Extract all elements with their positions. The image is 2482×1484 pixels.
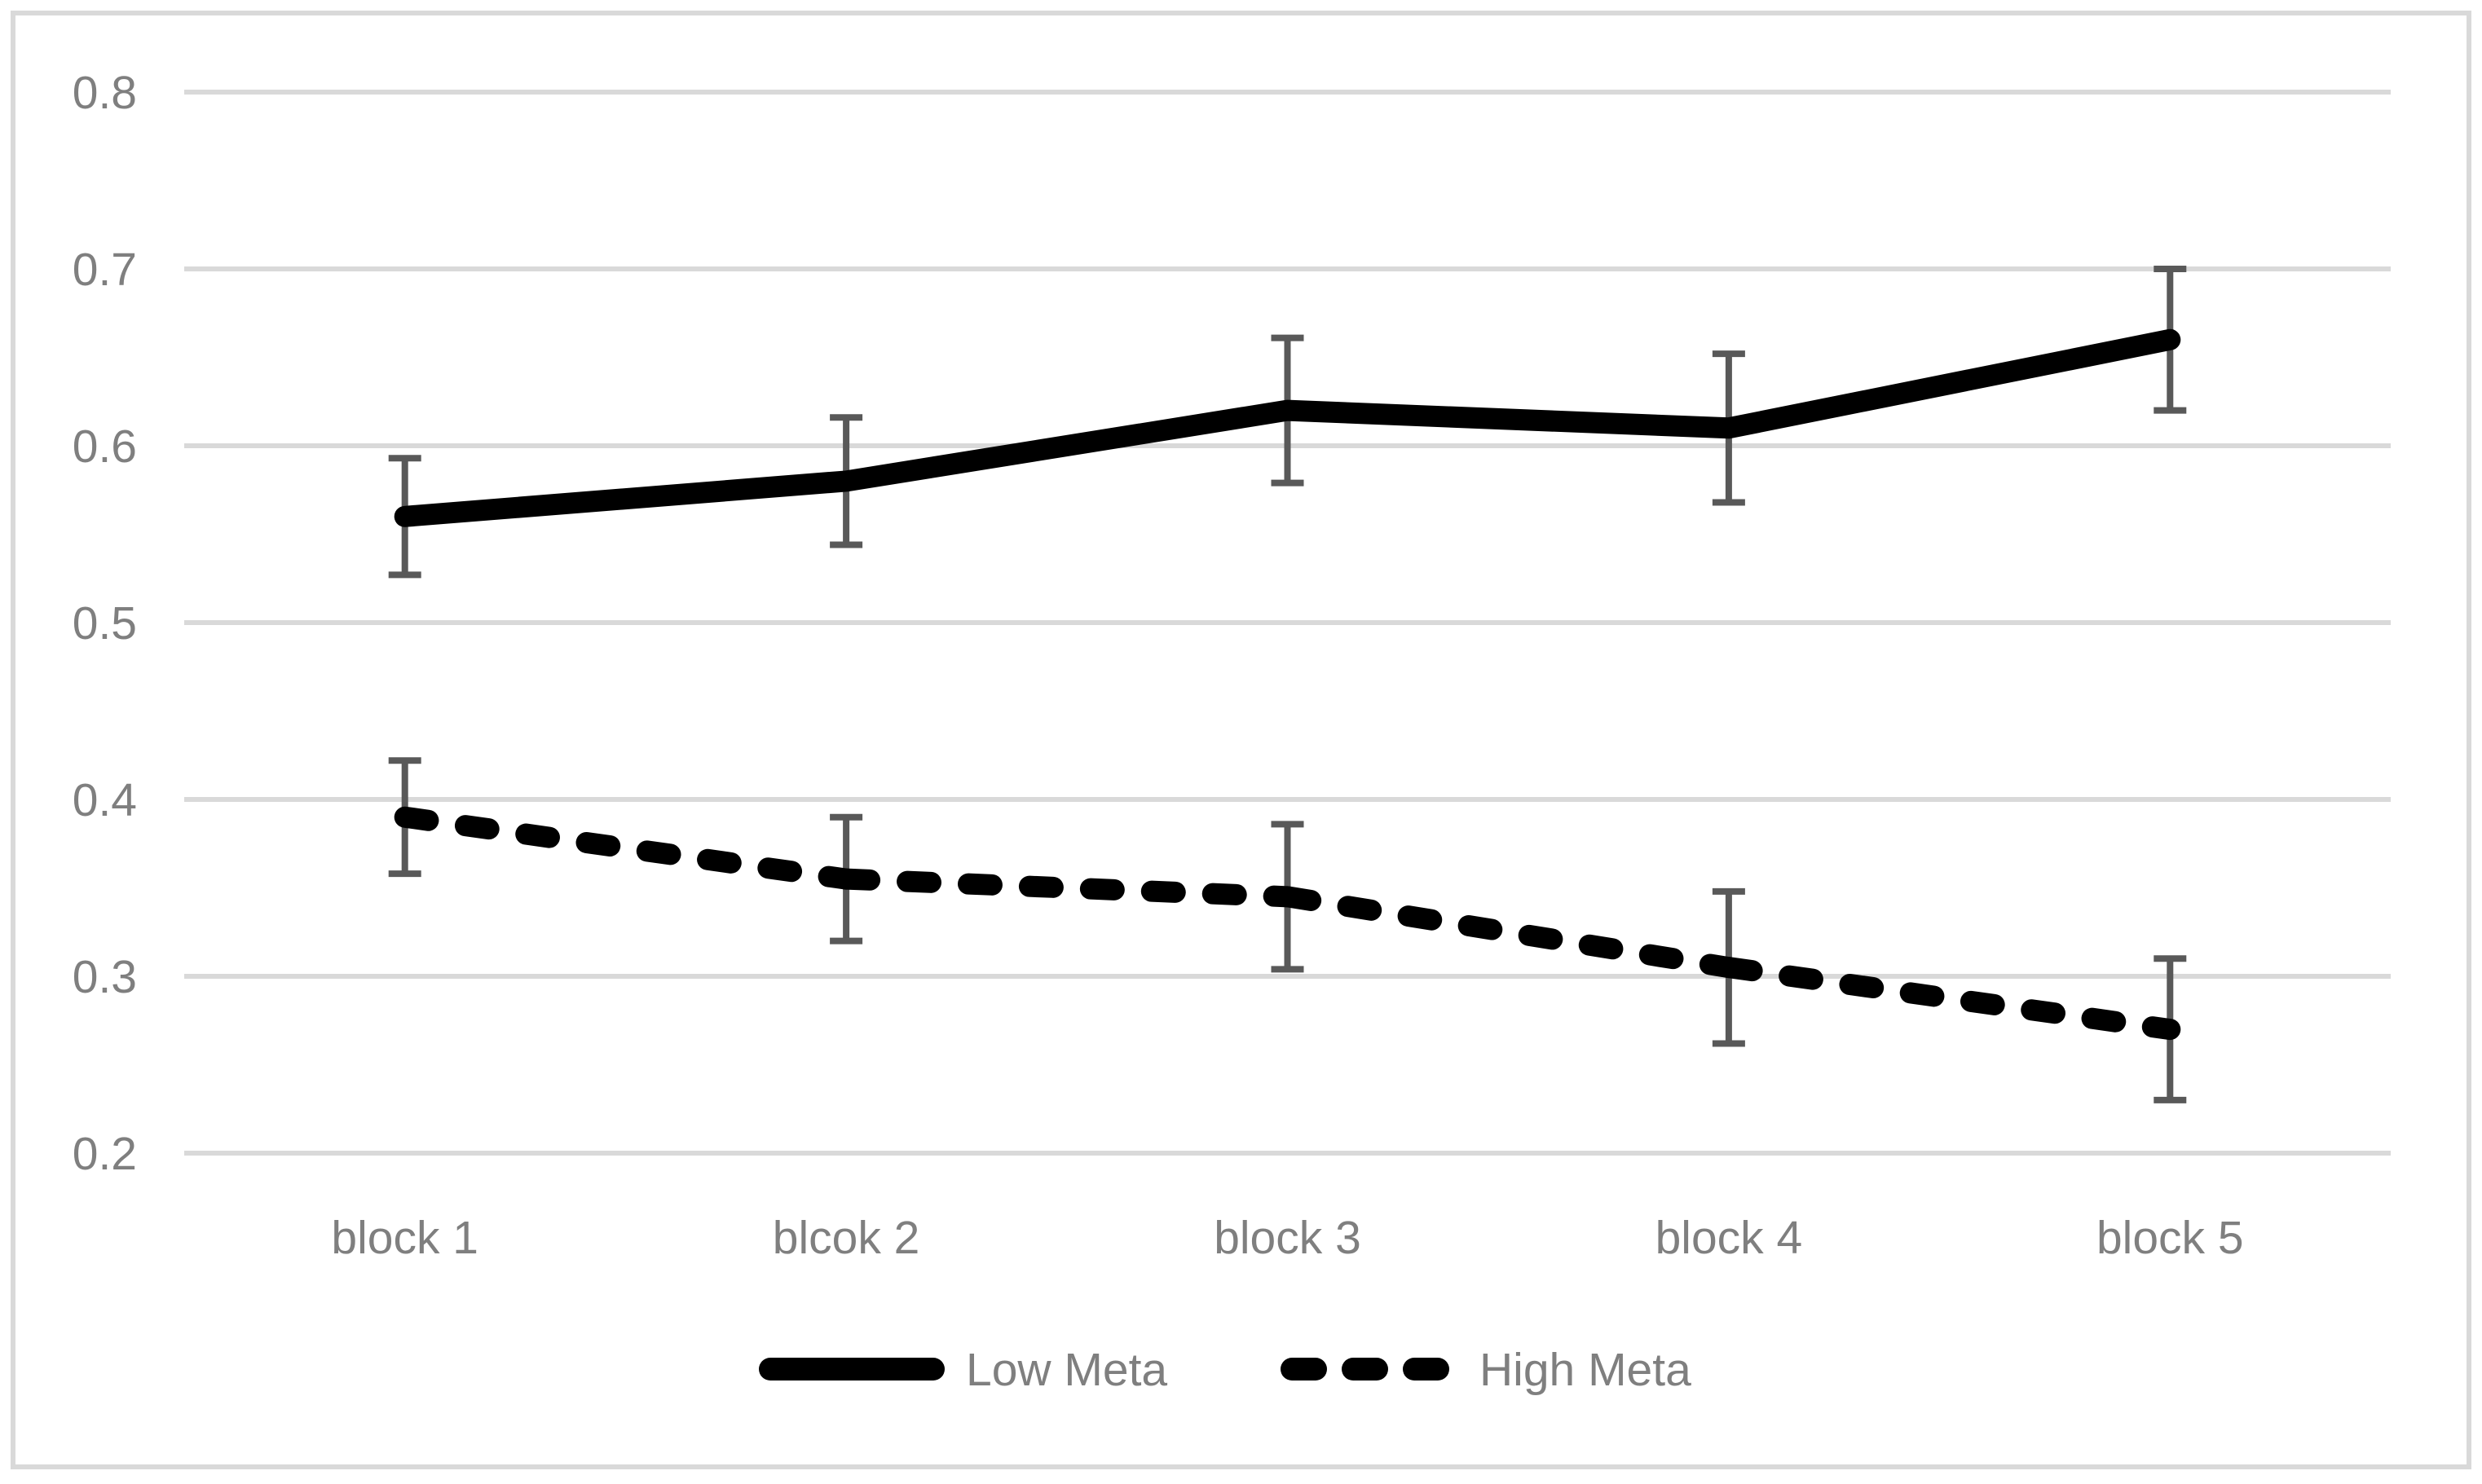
y-tick-label: 0.3 — [73, 951, 137, 1003]
x-category-label: block 4 — [1655, 1212, 1803, 1264]
series-line-high-meta-end-dot — [2160, 1019, 2180, 1040]
y-tick-label: 0.6 — [73, 421, 137, 473]
x-category-label: blcok 2 — [773, 1212, 920, 1264]
y-tick-label: 0.4 — [73, 774, 137, 826]
y-tick-label: 0.5 — [73, 597, 137, 650]
y-tick-label: 0.2 — [73, 1128, 137, 1180]
x-category-label: block 1 — [331, 1212, 478, 1264]
x-category-label: block 5 — [2096, 1212, 2244, 1264]
legend-label-high-meta: High Meta — [1479, 1344, 1691, 1396]
series-line-low-meta — [394, 328, 2181, 527]
x-category-label: block 3 — [1214, 1212, 1361, 1264]
series-line-high-meta-segment — [835, 868, 1298, 908]
y-tick-label: 0.7 — [73, 244, 137, 296]
series-line-high-meta-segment — [1717, 957, 2181, 1041]
y-axis-tick-labels: 0.8 0.7 0.6 0.5 0.4 0.3 0.2 — [73, 67, 137, 1180]
gridlines — [184, 90, 2391, 1156]
series-line-high-meta-segment — [1276, 886, 1739, 979]
series-line-high-meta-segment — [394, 806, 857, 890]
y-tick-label: 0.8 — [73, 67, 137, 119]
error-bars — [388, 266, 2187, 1103]
data-series — [394, 328, 2181, 1041]
legend-label-low-meta: Low Meta — [966, 1344, 1167, 1396]
x-axis-category-labels: block 1 blcok 2 block 3 block 4 block 5 — [331, 1212, 2243, 1264]
chart-border — [11, 11, 2471, 1469]
legend: Low Meta High Meta — [759, 1344, 1691, 1396]
